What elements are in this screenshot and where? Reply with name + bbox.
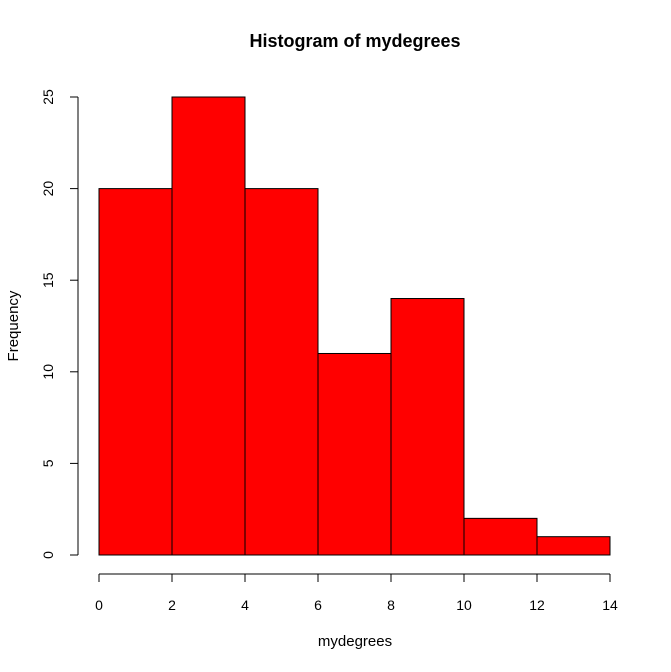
bars-group (98, 96, 611, 556)
y-tick-label-1: 5 (40, 459, 56, 467)
y-tick-label-2: 10 (40, 364, 56, 380)
histogram-bar-5 (463, 517, 538, 556)
y-axis: 0 5 10 15 20 25 (40, 89, 79, 559)
x-tick-label-7: 14 (602, 597, 618, 613)
x-tick-label-0: 0 (95, 597, 103, 613)
histogram-bar-2 (244, 188, 319, 556)
histogram-bar-6 (536, 536, 611, 556)
y-tick-label-3: 15 (40, 272, 56, 288)
chart-title: Histogram of mydegrees (249, 31, 460, 51)
x-tick-label-3: 6 (314, 597, 322, 613)
x-tick-label-2: 4 (241, 597, 249, 613)
x-axis-label: mydegrees (318, 633, 392, 650)
y-tick-label-5: 25 (40, 89, 56, 105)
histogram-bar-0 (98, 188, 173, 556)
y-tick-label-4: 20 (40, 181, 56, 197)
x-tick-label-6: 12 (529, 597, 545, 613)
x-axis: 0 2 4 6 8 10 12 14 (95, 573, 618, 613)
y-tick-label-0: 0 (40, 551, 56, 559)
y-axis-label: Frequency (5, 290, 22, 361)
histogram-bar-1 (171, 96, 246, 556)
x-tick-label-4: 8 (387, 597, 395, 613)
x-tick-label-5: 10 (456, 597, 472, 613)
x-tick-label-1: 2 (168, 597, 176, 613)
histogram-bar-4 (390, 298, 465, 556)
histogram-bar-3 (317, 352, 392, 556)
